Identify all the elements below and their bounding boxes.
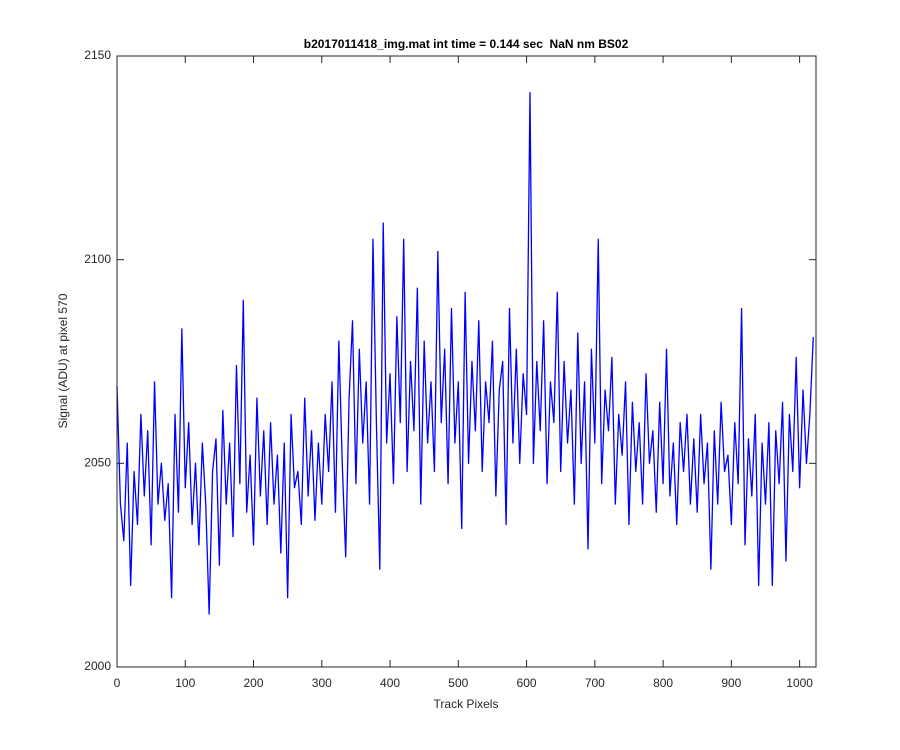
x-tick-label: 100 — [175, 676, 195, 690]
x-tick-label: 900 — [721, 676, 741, 690]
x-tick-label: 300 — [312, 676, 332, 690]
y-tick-label: 2150 — [84, 48, 111, 62]
y-axis-label: Signal (ADU) at pixel 570 — [56, 293, 70, 428]
y-tick-label: 2100 — [84, 252, 111, 266]
x-tick-label: 200 — [244, 676, 264, 690]
chart-title: b2017011418_img.mat int time = 0.144 sec… — [304, 37, 629, 51]
y-tick-label: 2000 — [84, 659, 111, 673]
x-axis-label: Track Pixels — [434, 697, 499, 711]
axes-box — [116, 55, 817, 668]
x-tick-label: 0 — [114, 676, 121, 690]
data-line — [116, 92, 814, 615]
x-tick-label: 700 — [585, 676, 605, 690]
x-tick-label: 600 — [517, 676, 537, 690]
x-tick-label: 500 — [448, 676, 468, 690]
x-tick-label: 800 — [653, 676, 673, 690]
x-tick-label: 1000 — [786, 676, 813, 690]
y-tick-label: 2050 — [84, 456, 111, 470]
x-tick-label: 400 — [380, 676, 400, 690]
